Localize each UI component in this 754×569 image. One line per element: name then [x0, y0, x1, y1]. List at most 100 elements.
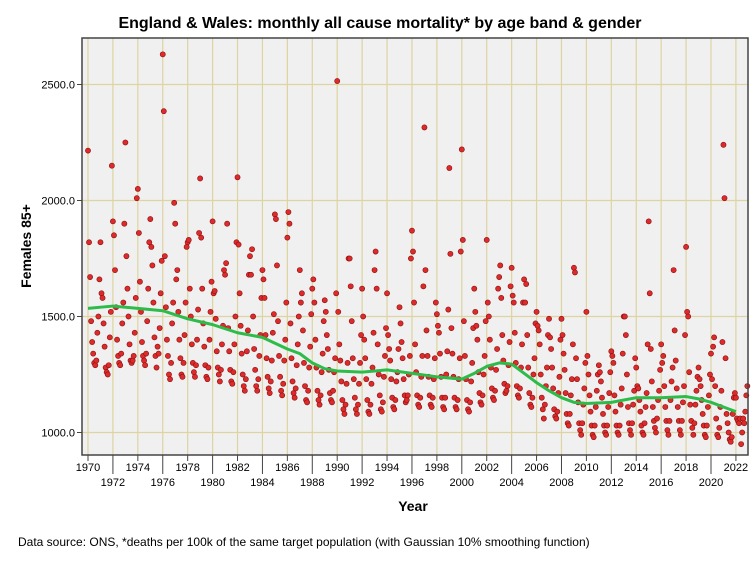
- data-point: [535, 327, 542, 334]
- data-point: [169, 320, 176, 327]
- x-tick-label: 1972: [101, 477, 125, 489]
- data-point: [254, 387, 261, 394]
- data-point: [248, 271, 254, 278]
- data-point: [369, 364, 376, 371]
- y-tick-label: 2000.0: [41, 196, 75, 208]
- data-point: [204, 376, 211, 383]
- data-point: [186, 285, 193, 292]
- data-point: [474, 336, 481, 343]
- data-point: [121, 220, 128, 227]
- data-point: [245, 327, 251, 334]
- data-point: [333, 290, 340, 297]
- data-point: [166, 371, 172, 378]
- data-point: [431, 355, 438, 362]
- data-point: [88, 318, 95, 325]
- x-axis-label: Year: [398, 498, 428, 514]
- data-point: [117, 362, 124, 369]
- data-point: [653, 429, 659, 436]
- data-point: [150, 299, 157, 306]
- data-point: [288, 355, 295, 362]
- data-point: [625, 404, 631, 410]
- data-point: [710, 343, 716, 350]
- data-point: [627, 427, 633, 434]
- data-point: [287, 320, 294, 327]
- data-point: [236, 290, 243, 297]
- data-point: [437, 350, 443, 357]
- data-point: [141, 357, 147, 364]
- data-point: [188, 341, 195, 348]
- data-point: [359, 285, 366, 292]
- data-point: [157, 290, 164, 297]
- data-point: [712, 383, 719, 389]
- data-point: [268, 357, 275, 364]
- data-point: [279, 392, 286, 399]
- data-point: [132, 295, 139, 301]
- data-point: [131, 329, 138, 336]
- data-point: [548, 346, 554, 352]
- data-point: [144, 318, 151, 325]
- data-point: [185, 237, 192, 243]
- data-point: [684, 308, 691, 315]
- data-point: [126, 341, 133, 348]
- data-point: [363, 376, 370, 383]
- y-axis-label: Females 85+: [18, 204, 34, 288]
- data-point: [259, 267, 266, 273]
- data-point: [506, 339, 513, 345]
- data-point: [238, 350, 245, 357]
- data-point: [146, 239, 153, 246]
- data-point: [223, 260, 229, 267]
- data-point: [607, 369, 614, 376]
- data-point: [350, 376, 357, 383]
- data-point: [324, 346, 331, 352]
- data-point: [591, 422, 598, 429]
- x-tick-label: 1998: [425, 462, 449, 474]
- data-point: [295, 313, 302, 320]
- data-point: [239, 371, 246, 378]
- data-point: [519, 341, 525, 348]
- data-point: [104, 371, 111, 378]
- data-point: [393, 378, 400, 385]
- data-point: [687, 401, 694, 408]
- data-point: [211, 288, 218, 294]
- data-point: [396, 304, 403, 311]
- data-point: [521, 276, 527, 283]
- data-point: [733, 394, 739, 401]
- data-point: [240, 383, 247, 389]
- data-point: [105, 362, 112, 369]
- data-point: [541, 401, 548, 408]
- x-tick-label: 2022: [724, 462, 748, 474]
- data-point: [507, 283, 514, 290]
- data-point: [129, 357, 136, 364]
- data-point: [215, 371, 222, 378]
- data-point: [124, 285, 131, 292]
- data-point: [691, 420, 698, 427]
- data-point: [147, 216, 154, 222]
- data-point: [344, 359, 351, 366]
- data-point: [412, 341, 418, 348]
- data-point: [201, 343, 208, 350]
- data-point: [247, 253, 253, 260]
- data-point: [531, 355, 538, 362]
- data-point: [692, 401, 699, 408]
- data-point: [721, 195, 728, 202]
- data-point: [445, 306, 452, 313]
- data-point: [379, 399, 386, 406]
- data-point: [265, 385, 272, 392]
- data-point: [652, 424, 658, 431]
- data-point: [429, 394, 436, 401]
- data-point: [420, 283, 427, 290]
- data-point: [205, 364, 212, 371]
- data-point: [378, 408, 385, 415]
- data-point: [207, 308, 214, 315]
- data-point: [683, 243, 689, 250]
- data-point: [715, 434, 722, 441]
- data-point: [139, 339, 145, 345]
- data-point: [271, 211, 278, 218]
- data-point: [728, 434, 735, 441]
- data-point: [111, 232, 117, 239]
- data-point: [221, 267, 227, 273]
- data-point: [310, 276, 317, 283]
- data-point: [237, 322, 244, 329]
- data-point: [553, 415, 560, 422]
- data-point: [234, 174, 241, 181]
